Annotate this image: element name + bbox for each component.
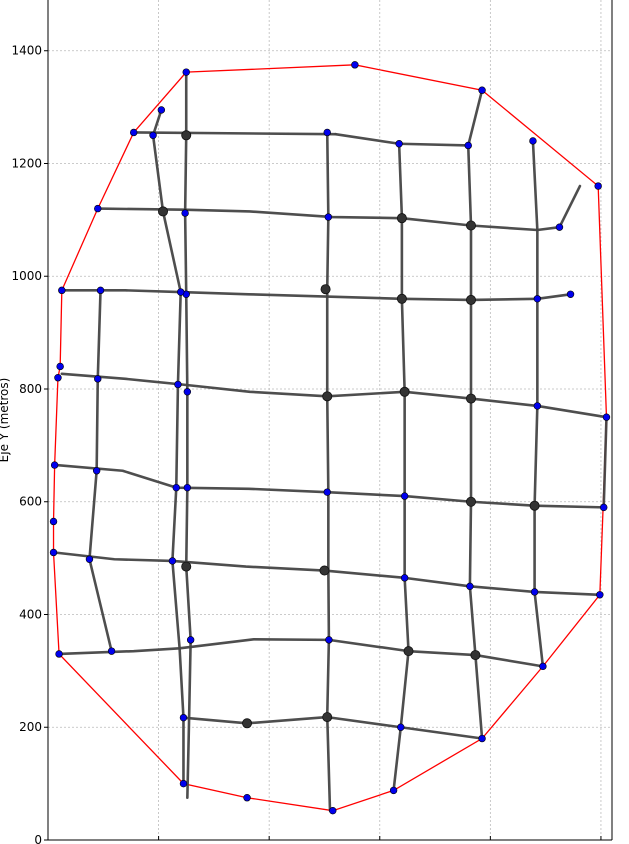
- node-gray-17: [322, 712, 333, 723]
- node-blue-26: [96, 286, 105, 295]
- node-gray-5: [396, 293, 407, 304]
- node-blue-28: [92, 467, 101, 475]
- node-blue-39: [174, 380, 182, 389]
- node-blue-45: [323, 488, 331, 496]
- street-8: [57, 638, 545, 668]
- node-blue-17: [329, 806, 337, 815]
- node-blue-53: [179, 713, 188, 722]
- node-blue-30: [107, 647, 116, 655]
- node-gray-15: [470, 650, 481, 661]
- node-blue-33: [395, 140, 403, 148]
- node-blue-23: [50, 461, 59, 469]
- boundary-polygon: [52, 64, 608, 812]
- node-blue-15: [478, 734, 486, 743]
- street-0: [132, 131, 337, 136]
- node-blue-13: [596, 591, 604, 599]
- node-gray-0: [181, 130, 192, 141]
- node-blue-54: [397, 723, 405, 731]
- node-blue-2: [130, 128, 138, 137]
- node-blue-51: [186, 636, 195, 644]
- node-blue-42: [533, 402, 542, 410]
- y-tick-label-3: 600: [19, 495, 42, 509]
- node-blue-22: [49, 517, 58, 526]
- node-blue-31: [149, 131, 157, 140]
- axes: [47, 0, 613, 841]
- node-blue-48: [400, 574, 409, 582]
- node-blue-49: [466, 582, 474, 591]
- node-gray-9: [465, 393, 476, 404]
- node-blue-14: [539, 662, 547, 671]
- y-tick-label-4: 800: [19, 382, 42, 396]
- node-blue-27: [94, 375, 102, 383]
- node-blue-7: [529, 137, 537, 145]
- y-tick-label-0: 0: [34, 833, 42, 844]
- node-blue-20: [55, 650, 63, 658]
- node-blue-8: [594, 182, 602, 190]
- y-tick-label-1: 200: [19, 720, 42, 734]
- node-gray-3: [465, 220, 476, 231]
- node-blue-29: [85, 555, 94, 563]
- node-blue-12: [600, 503, 608, 512]
- node-blue-44: [183, 483, 192, 492]
- node-blue-47: [168, 557, 177, 565]
- node-blue-16: [389, 786, 398, 795]
- node-blue-35: [181, 209, 189, 217]
- node-blue-19: [179, 779, 188, 788]
- node-blue-1: [94, 204, 102, 213]
- node-blue-40: [183, 388, 192, 396]
- node-blue-24: [54, 374, 62, 382]
- node-blue-9: [555, 223, 564, 231]
- node-gray-8: [399, 386, 410, 397]
- node-gray-2: [396, 213, 407, 224]
- y-tick-label-2: 400: [19, 607, 42, 621]
- node-gray-16: [242, 718, 253, 729]
- node-blue-21: [49, 548, 58, 557]
- node-gray-10: [529, 500, 540, 511]
- node-blue-6: [478, 86, 486, 94]
- node-blue-18: [243, 794, 251, 802]
- node-blue-10: [566, 290, 575, 298]
- street-2: [151, 108, 163, 137]
- node-gray-6: [465, 294, 476, 305]
- node-gray-1: [158, 206, 169, 217]
- street-10: [183, 70, 192, 800]
- y-tick-label-7: 1400: [11, 44, 42, 58]
- node-blue-0: [58, 286, 66, 295]
- node-gray-12: [181, 561, 192, 572]
- node-blue-52: [325, 636, 333, 644]
- y-axis-label: Eje Y (metros): [0, 378, 11, 463]
- node-blue-36: [324, 213, 333, 221]
- node-blue-50: [530, 588, 539, 596]
- node-blue-46: [400, 492, 409, 500]
- node-gray-11: [465, 496, 476, 507]
- node-gray-4: [320, 284, 331, 295]
- node-blue-25: [56, 362, 64, 371]
- street-17: [602, 415, 608, 509]
- node-gray-14: [403, 646, 414, 657]
- node-blue-3: [157, 106, 166, 114]
- y-tick-label-5: 1000: [11, 269, 42, 283]
- node-blue-38: [533, 295, 542, 303]
- node-blue-5: [351, 61, 359, 69]
- y-tick-labels: 0 200 400 600 800 1000 1200 1400: [11, 44, 48, 844]
- node-gray-13: [319, 565, 330, 576]
- network-nodes: [49, 61, 611, 815]
- node-blue-11: [602, 413, 611, 421]
- node-blue-43: [172, 483, 180, 492]
- node-blue-55: [177, 288, 185, 296]
- y-tick-label-6: 1200: [11, 156, 42, 170]
- street-4: [60, 289, 572, 302]
- node-gray-7: [322, 391, 333, 402]
- node-blue-4: [182, 68, 190, 76]
- boundary-line: [52, 64, 608, 812]
- node-blue-32: [323, 128, 331, 137]
- node-blue-34: [464, 141, 472, 150]
